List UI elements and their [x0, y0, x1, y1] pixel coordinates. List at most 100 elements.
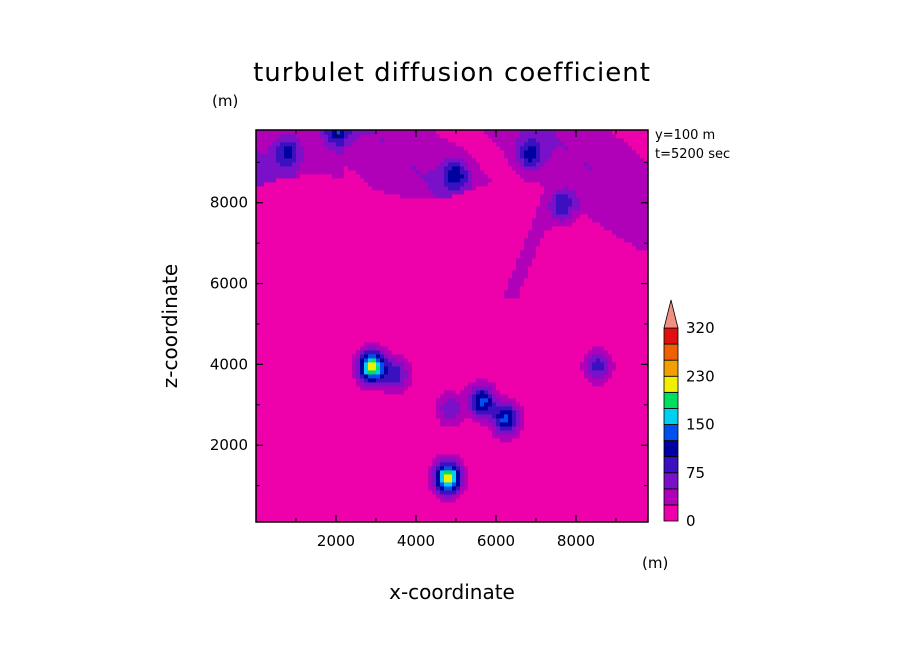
field-cell: [280, 226, 285, 231]
field-cell: [424, 402, 429, 407]
field-cell: [280, 514, 285, 519]
field-cell: [364, 498, 369, 503]
field-cell: [396, 342, 401, 347]
field-cell: [328, 154, 333, 159]
field-cell: [400, 446, 405, 451]
field-cell: [444, 334, 449, 339]
field-cell: [332, 214, 337, 219]
field-cell: [264, 174, 269, 179]
field-cell: [268, 506, 273, 511]
field-cell: [412, 330, 417, 335]
field-cell: [396, 354, 401, 359]
field-cell: [304, 202, 309, 207]
field-cell: [452, 438, 457, 443]
field-cell: [364, 306, 369, 311]
field-cell: [400, 290, 405, 295]
field-cell: [344, 166, 349, 171]
field-cell: [436, 406, 441, 411]
field-cell: [284, 290, 289, 295]
field-cell: [332, 386, 337, 391]
field-cell: [340, 202, 345, 207]
field-cell: [308, 474, 313, 479]
field-cell: [372, 326, 377, 331]
field-cell: [256, 198, 261, 203]
field-cell: [364, 418, 369, 423]
field-cell: [444, 454, 449, 459]
field-cell: [340, 298, 345, 303]
field-cell: [420, 286, 425, 291]
field-cell: [412, 422, 417, 427]
field-cell: [272, 266, 277, 271]
field-cell: [328, 310, 333, 315]
field-cell: [328, 354, 333, 359]
field-cell: [340, 146, 345, 151]
field-cell: [420, 274, 425, 279]
field-cell: [396, 406, 401, 411]
field-cell: [264, 498, 269, 503]
field-cell: [456, 342, 461, 347]
field-cell: [292, 294, 297, 299]
field-cell: [256, 166, 261, 171]
field-cell: [348, 358, 353, 363]
field-cell: [364, 198, 369, 203]
field-cell: [320, 362, 325, 367]
field-cell: [376, 254, 381, 259]
field-cell: [352, 438, 357, 443]
field-cell: [264, 330, 269, 335]
field-cell: [392, 398, 397, 403]
field-cell: [268, 390, 273, 395]
field-cell: [300, 426, 305, 431]
field-cell: [396, 442, 401, 447]
field-cell: [260, 306, 265, 311]
field-cell: [272, 490, 277, 495]
field-cell: [272, 150, 277, 155]
field-cell: [264, 434, 269, 439]
field-cell: [336, 282, 341, 287]
field-cell: [412, 138, 417, 143]
field-cell: [404, 394, 409, 399]
field-cell: [376, 282, 381, 287]
field-cell: [380, 202, 385, 207]
field-cell: [376, 474, 381, 479]
field-cell: [332, 170, 337, 175]
field-cell: [432, 510, 437, 515]
field-cell: [428, 210, 433, 215]
field-cell: [364, 234, 369, 239]
field-cell: [432, 338, 437, 343]
field-cell: [432, 182, 437, 187]
field-cell: [360, 142, 365, 147]
field-cell: [284, 262, 289, 267]
field-cell: [376, 206, 381, 211]
field-cell: [324, 378, 329, 383]
field-cell: [284, 394, 289, 399]
field-cell: [456, 286, 461, 291]
field-cell: [436, 198, 441, 203]
field-cell: [400, 146, 405, 151]
field-cell: [304, 166, 309, 171]
field-cell: [436, 302, 441, 307]
field-cell: [300, 350, 305, 355]
field-cell: [328, 162, 333, 167]
field-cell: [412, 282, 417, 287]
field-cell: [360, 338, 365, 343]
field-cell: [440, 218, 445, 223]
field-cell: [256, 486, 261, 491]
field-cell: [384, 346, 389, 351]
field-cell: [352, 242, 357, 247]
field-cell: [428, 310, 433, 315]
field-cell: [420, 270, 425, 275]
field-cell: [416, 374, 421, 379]
field-cell: [420, 486, 425, 491]
field-cell: [280, 154, 285, 159]
field-cell: [348, 226, 353, 231]
field-cell: [348, 454, 353, 459]
field-cell: [344, 230, 349, 235]
field-cell: [420, 214, 425, 219]
field-cell: [312, 198, 317, 203]
field-cell: [256, 186, 261, 191]
field-cell: [328, 498, 333, 503]
field-cell: [392, 362, 397, 367]
field-cell: [332, 454, 337, 459]
field-cell: [372, 386, 377, 391]
field-cell: [344, 318, 349, 323]
